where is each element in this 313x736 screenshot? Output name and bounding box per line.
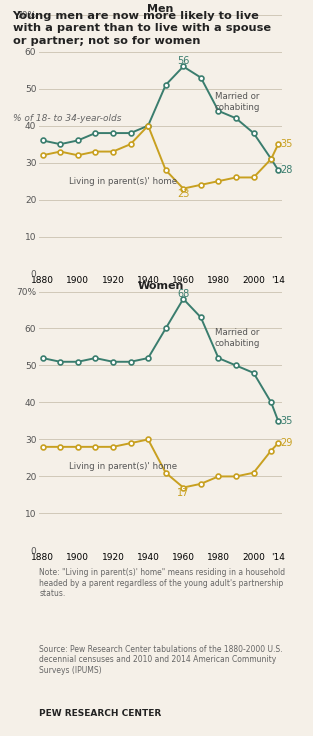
Text: PEW RESEARCH CENTER: PEW RESEARCH CENTER [39, 709, 162, 718]
Text: 23: 23 [177, 188, 189, 199]
Text: 56: 56 [177, 57, 189, 66]
Text: 28: 28 [280, 165, 292, 175]
Text: Married or
cohabiting: Married or cohabiting [215, 328, 260, 348]
Text: Note: "Living in parent(s)' home" means residing in a household
headed by a pare: Note: "Living in parent(s)' home" means … [39, 568, 285, 598]
Title: Women: Women [137, 280, 184, 291]
Text: Married or
cohabiting: Married or cohabiting [215, 93, 260, 112]
Text: 35: 35 [280, 416, 292, 426]
Text: 68: 68 [177, 289, 189, 299]
Text: % of 18- to 34-year-olds: % of 18- to 34-year-olds [13, 114, 121, 123]
Text: Source: Pew Research Center tabulations of the 1880-2000 U.S.
decennial censuses: Source: Pew Research Center tabulations … [39, 645, 283, 675]
Text: Living in parent(s)' home: Living in parent(s)' home [69, 461, 177, 470]
Text: 29: 29 [280, 438, 292, 448]
Text: Young men are now more likely to live
with a parent than to live with a spouse
o: Young men are now more likely to live wi… [13, 11, 271, 46]
Title: Men: Men [147, 4, 174, 14]
Text: Living in parent(s)' home: Living in parent(s)' home [69, 177, 177, 186]
Text: 17: 17 [177, 487, 189, 498]
Text: 35: 35 [280, 139, 292, 149]
